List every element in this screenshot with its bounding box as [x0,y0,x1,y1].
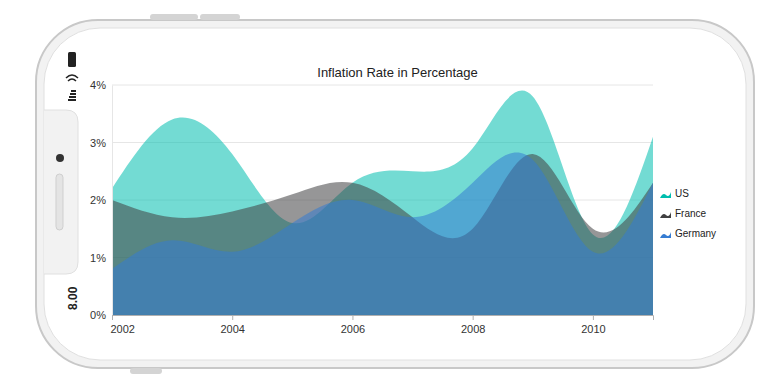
axis-line [113,316,654,321]
battery-icon [68,52,76,67]
tick: 2004 [220,315,244,335]
tick-mark [232,315,233,320]
legend-item[interactable]: US [660,188,689,199]
legend-swatch [660,192,671,198]
tick: 4% [90,79,112,91]
signal-icon [70,93,76,95]
tick-label: 2006 [341,323,365,335]
legend-label: US [675,188,689,199]
tick: 3% [90,137,112,149]
tick-mark [593,315,594,320]
legend-item[interactable]: Germany [660,228,716,239]
phone-button [130,368,162,374]
tick-label: 2004 [220,323,244,335]
clock: 8.00 [66,286,80,310]
phone-notch [44,110,78,274]
tick-label: 2010 [581,323,605,335]
legend-item[interactable]: France [660,208,707,219]
tick: 2006 [341,315,365,335]
phone-button [150,14,198,20]
legend-label: Germany [675,228,716,239]
axis-line [112,86,113,316]
tick-label: 3% [90,137,106,149]
tick-label: 2% [90,194,106,206]
tick: 2008 [461,315,485,335]
tick-label: 0% [90,309,106,321]
grid [112,85,653,315]
chart-title: Inflation Rate in Percentage [317,65,477,80]
tick-mark [352,315,353,320]
signal-icon [69,96,76,98]
phone-screen [44,28,746,360]
phone-frame: 8.00 [36,14,754,374]
phone-speaker [56,174,63,230]
area-series [112,91,653,315]
area-series [112,152,653,315]
legend: US France Germany [660,188,716,239]
phone-body [36,20,754,368]
tick: 2% [90,194,112,206]
legend-label: France [675,208,707,219]
tick: 2010 [581,315,605,335]
tick-mark [473,315,474,320]
tick: 2002 [111,315,135,335]
canvas: 8.00 Inflation Rate in Percentage 0% 1% 2% 3%… [0,0,780,390]
legend-swatch [660,232,671,238]
x-axis: 2002 2004 2006 2008 2010 [111,315,654,335]
phone-camera [56,154,64,162]
signal-icon [71,90,76,92]
tick-label: 2002 [111,323,135,335]
signal-icon [68,99,76,101]
grid-line [112,85,653,86]
legend-swatch [660,212,671,218]
tick-label: 2008 [461,323,485,335]
tick: 0% [90,309,112,321]
phone-button [200,14,240,20]
tick-label: 1% [90,252,106,264]
tick: 1% [90,252,112,264]
tick-label: 4% [90,79,106,91]
wifi-icon [66,75,78,81]
plot-area [112,91,653,315]
tick-mark [112,315,113,320]
y-axis: 0% 1% 2% 3% 4% [90,79,112,321]
